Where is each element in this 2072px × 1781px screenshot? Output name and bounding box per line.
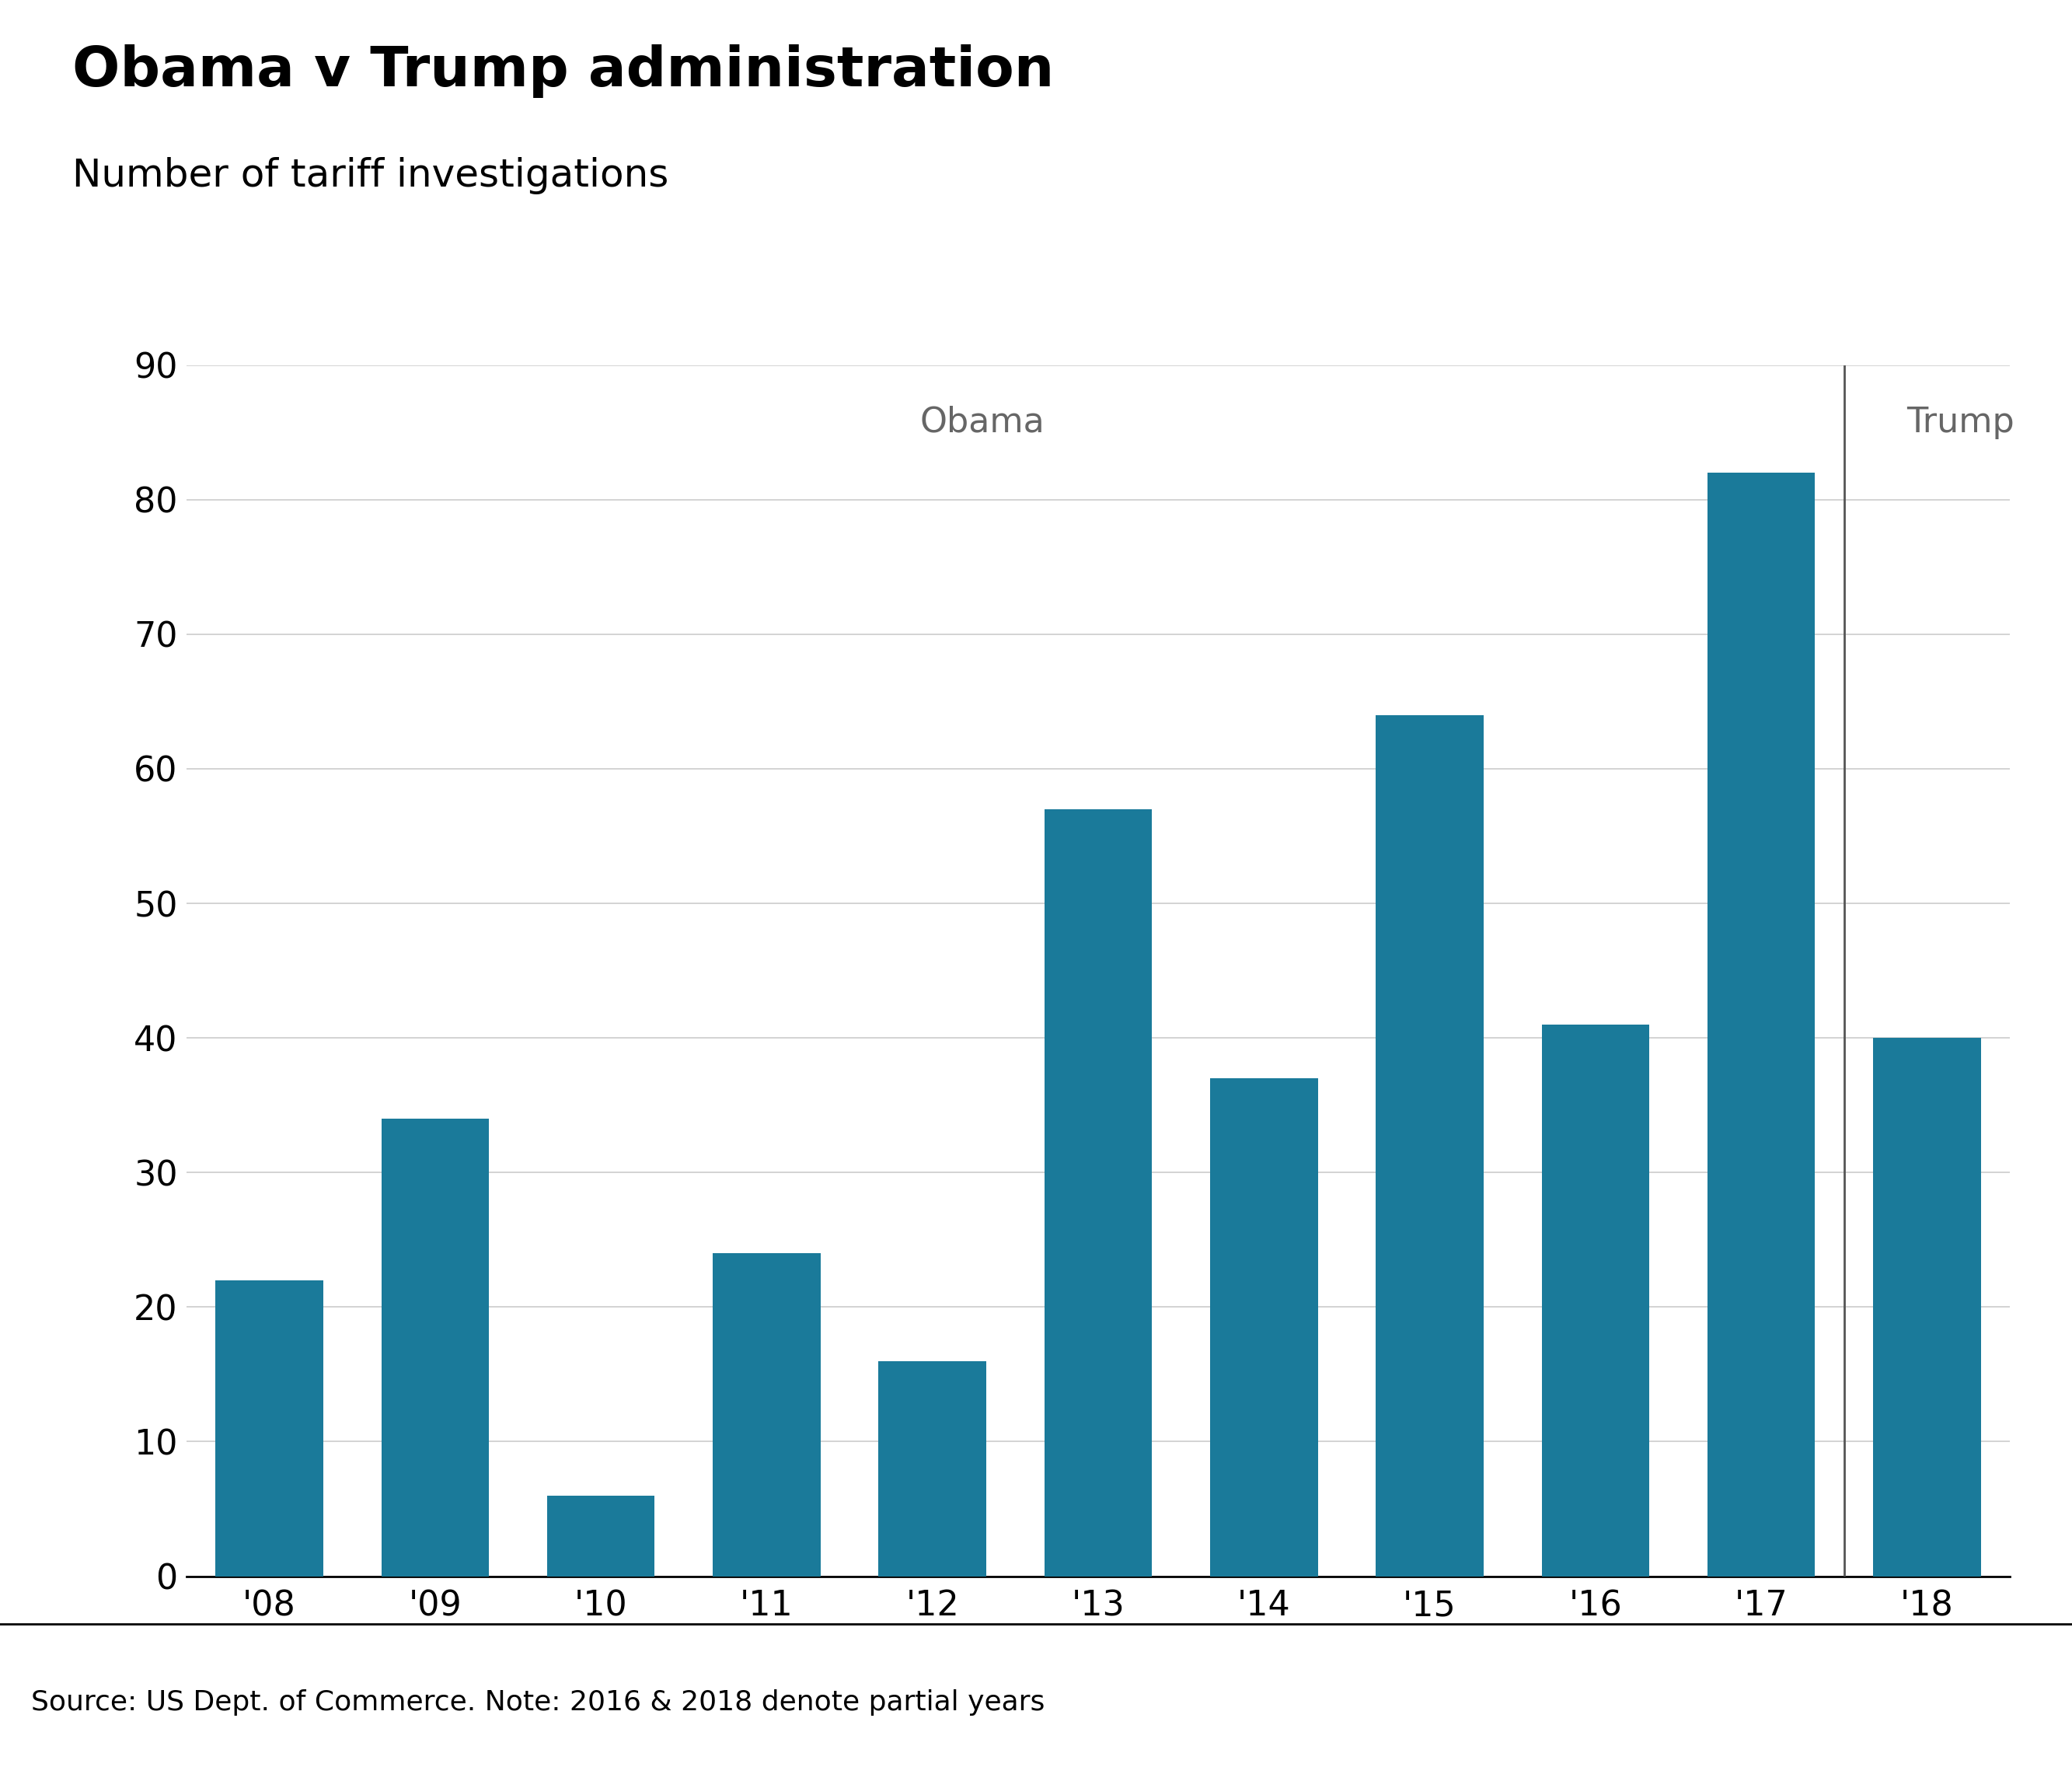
Text: Obama: Obama [920, 406, 1044, 438]
Bar [1044, 809, 1152, 1576]
Text: Source: US Dept. of Commerce. Note: 2016 & 2018 denote partial years: Source: US Dept. of Commerce. Note: 2016… [31, 1690, 1044, 1715]
Bar [1376, 714, 1484, 1576]
Bar [879, 1361, 986, 1576]
Text: Number of tariff investigations: Number of tariff investigations [73, 157, 669, 194]
Text: Trump: Trump [1906, 406, 2014, 438]
Text: Obama v Trump administration: Obama v Trump administration [73, 45, 1055, 98]
Text: BBC: BBC [1910, 1683, 1985, 1717]
Bar [1873, 1038, 1981, 1576]
Bar [1542, 1024, 1649, 1576]
Bar [547, 1496, 655, 1576]
Bar [1707, 472, 1815, 1576]
Bar [215, 1281, 323, 1576]
Bar [381, 1118, 489, 1576]
Bar [713, 1254, 821, 1576]
Bar [1210, 1078, 1318, 1576]
